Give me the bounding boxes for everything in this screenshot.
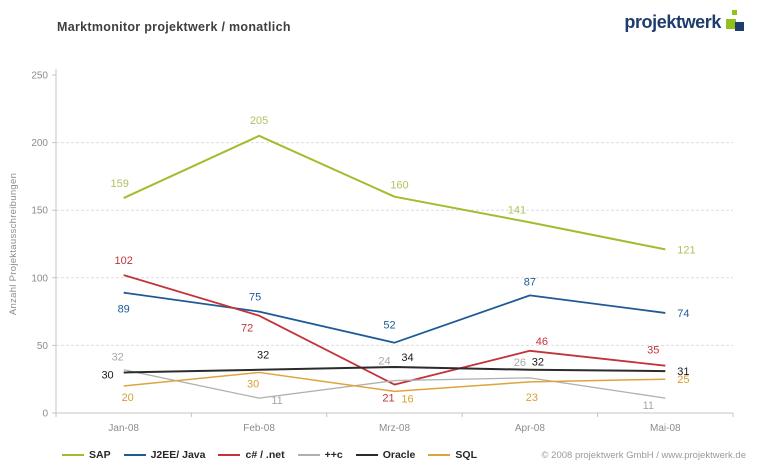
legend-item-oracle: Oracle [355,449,416,461]
legend-marker-sap [62,454,84,456]
legend-item-j2ee-java: J2EE/ Java [123,449,206,461]
legend-label-j2ee-java: J2EE/ Java [150,449,206,461]
legend-label-csharp-dotnet: c# / .net [245,449,285,461]
data-label-J2EE/ Java: 74 [677,308,689,320]
data-label-++c: 11 [271,395,282,407]
data-label-SAP: 121 [677,244,695,256]
data-label-SQL: 30 [247,378,259,390]
legend-label-sap: SAP [89,449,111,461]
series-line-SQL [123,371,666,393]
logo-square-small-green [732,10,737,15]
data-label-c# / .net: 46 [536,336,548,348]
series-line-J2EE/ Java [123,291,666,344]
y-tick-label: 200 [31,138,48,149]
y-tick-label: 250 [31,71,48,82]
data-label-SAP: 159 [111,178,129,190]
data-label-SAP: 141 [508,204,526,216]
copyright-text: © 2008 projektwerk GmbH / www.projektwer… [541,450,746,461]
x-tick-label: Jan-08 [108,423,139,434]
data-label-SQL: 20 [122,392,134,404]
data-label-J2EE/ Java: 75 [249,292,261,304]
legend-label-sql: SQL [455,449,477,461]
legend-item-csharp-dotnet: c# / .net [218,449,285,461]
data-label-Oracle: 34 [401,352,413,364]
data-label-SQL: 16 [401,393,413,405]
data-label-Oracle: 31 [677,366,689,378]
logo-square-big-green [726,19,736,29]
line-chart: 0 50 100 150 200 250 Jan-08 Feb-08 Mrz-08 Apr-08 M… [8,69,734,434]
page-title: Marktmonitor projektwerk / monatlich [57,20,291,34]
legend-item-sap: SAP [62,449,111,461]
data-label-SAP: 160 [390,180,408,192]
x-tick-label: Mrz-08 [379,423,411,434]
legend-marker-ppc [297,454,320,456]
legend-label-oracle: Oracle [382,449,416,461]
data-label-c# / .net: 21 [382,393,394,405]
data-label-c# / .net: 72 [241,323,253,335]
data-label-++c: 32 [112,352,124,364]
x-tick-label: Mai-08 [650,423,681,434]
x-tick-label: Apr-08 [515,423,545,434]
legend-marker-oracle [355,454,378,456]
logo-text: projektwerk [624,12,721,32]
data-label-++c: 11 [643,400,654,412]
logo-squares-icon [724,10,746,36]
data-label-c# / .net: 35 [647,345,659,357]
legend-marker-sql [428,454,451,456]
legend-marker-j2ee-java [123,454,146,456]
data-label-c# / .net: 102 [115,255,133,267]
logo-square-navy [735,22,744,31]
series-line-++c [123,369,666,399]
x-tick-label: Feb-08 [243,423,275,434]
y-tick-label: 50 [37,341,49,352]
data-label-J2EE/ Java: 87 [524,276,536,288]
legend-marker-csharp-dotnet [218,454,241,456]
y-tick-label: 100 [31,273,48,284]
legend: SAP J2EE/ Java c# / .net ++c Oracle SQL [62,449,490,461]
series-line-SAP [123,134,666,251]
data-label-SQL: 25 [677,374,689,386]
data-label-J2EE/ Java: 52 [383,320,395,332]
data-label-Oracle: 30 [101,369,113,381]
legend-label-ppc: ++c [324,449,343,461]
y-axis-title: Anzahl Projektausschreibungen [8,173,19,315]
data-label-Oracle: 32 [532,357,544,369]
legend-item-ppc: ++c [297,449,343,461]
series-line-c# / .net [123,274,666,386]
y-tick-label: 150 [31,206,48,217]
projektwerk-logo: projektwerk [624,10,746,36]
legend-item-sql: SQL [428,449,477,461]
y-tick-label: 0 [42,409,48,420]
data-label-SAP: 205 [250,115,268,127]
data-label-SQL: 23 [526,392,538,404]
data-label-++c: 26 [514,357,526,369]
data-label-J2EE/ Java: 89 [118,304,130,316]
series-line-Oracle [123,366,666,374]
data-label-Oracle: 32 [257,350,269,362]
data-label-++c: 24 [378,356,390,368]
